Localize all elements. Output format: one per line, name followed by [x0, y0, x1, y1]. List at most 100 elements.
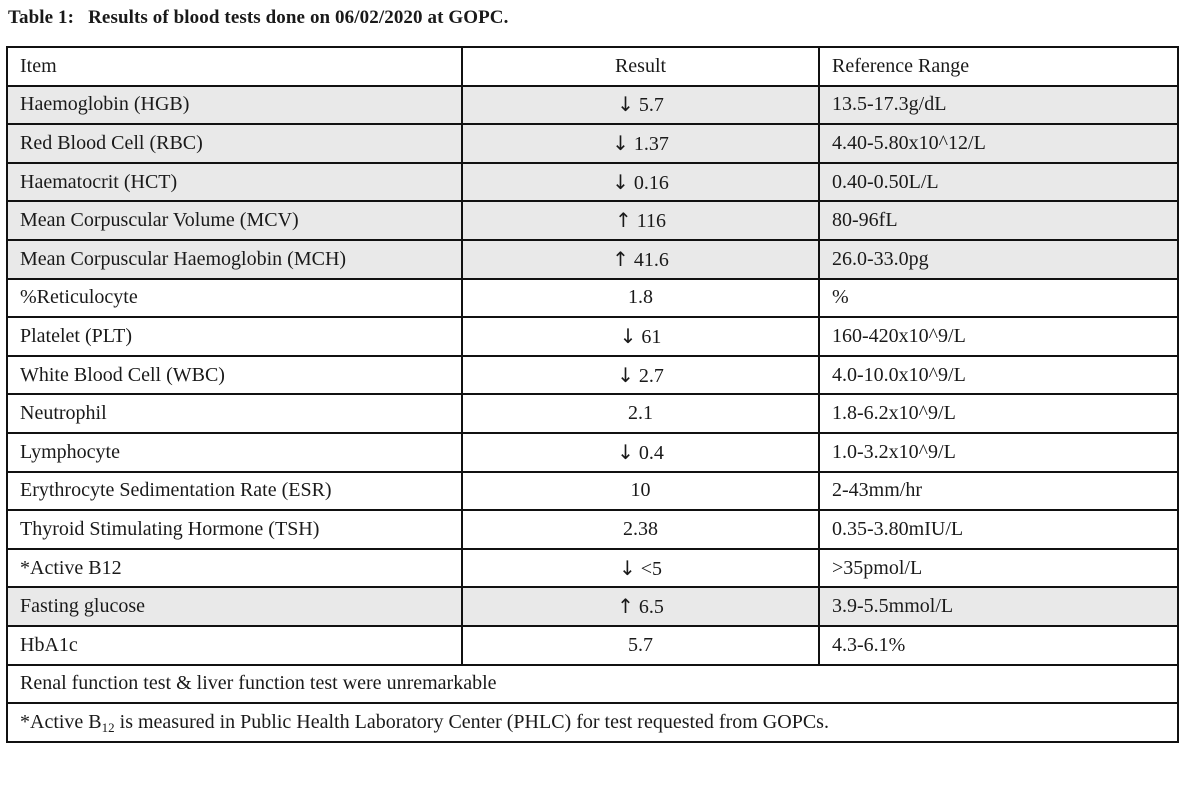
header-row: Item Result Reference Range	[6, 46, 1179, 87]
b12-note: *Active B12 is measured in Public Health…	[6, 702, 1179, 743]
arrow-down-icon: ↓	[617, 92, 634, 117]
item-cell: Haematocrit (HCT)	[6, 161, 463, 203]
result-value: 0.16	[633, 171, 669, 194]
table-row: Thyroid Stimulating Hormone (TSH) 2.38 0.3…	[6, 509, 1179, 550]
result-value: 10	[630, 479, 651, 502]
table-caption: Table 1: Results of blood tests done on 0…	[8, 7, 508, 29]
result-cell: ↓ 2.7	[461, 354, 820, 396]
result-value: 1.8	[628, 286, 653, 309]
table-row: Mean Corpuscular Haemoglobin (MCH) ↑ 41.6…	[6, 238, 1179, 280]
result-value: 116	[636, 210, 667, 233]
item-cell: Red Blood Cell (RBC)	[6, 123, 463, 164]
table-row: Erythrocyte Sedimentation Rate (ESR) 10 2-…	[6, 470, 1179, 512]
reference-range-cell: 13.5-17.3g/dL	[818, 84, 1179, 126]
reference-range-cell: >35pmol/L	[818, 547, 1179, 589]
result-cell: 10	[461, 470, 820, 512]
table-row: Lymphocyte ↓ 0.4 1.0-3.2x10^9/L	[6, 431, 1179, 473]
arrow-up-icon: ↑	[617, 594, 634, 619]
table-row: Mean Corpuscular Volume (MCV) ↑ 116 80-96f…	[6, 200, 1179, 241]
result-value: 2.38	[623, 517, 658, 540]
result-value: <5	[640, 557, 663, 580]
b12-note-prefix: *Active B	[20, 710, 102, 733]
caption-title: Results of blood tests done on 06/02/202…	[88, 7, 509, 28]
item-cell: *Active B12	[6, 547, 463, 589]
arrow-up-icon: ↑	[614, 208, 632, 233]
arrow-down-icon: ↓	[618, 555, 636, 580]
result-value: 0.4	[638, 441, 664, 464]
reference-range-cell: 4.40-5.80x10^12/L	[818, 123, 1179, 164]
arrow-down-icon: ↓	[619, 323, 637, 348]
result-value: 5.7	[628, 633, 653, 656]
renal-note: Renal function test & liver function tes…	[6, 663, 1179, 705]
result-cell: ↑ 6.5	[461, 586, 820, 627]
item-cell: Lymphocyte	[6, 431, 463, 473]
reference-range-cell: 26.0-33.0pg	[818, 238, 1179, 280]
table-row: Platelet (PLT) ↓ 61 160-420x10^9/L	[6, 316, 1179, 357]
reference-range-cell: 1.0-3.2x10^9/L	[818, 431, 1179, 473]
table-row: Red Blood Cell (RBC) ↓ 1.37 4.40-5.80x10^1…	[6, 123, 1179, 164]
reference-range-cell: 0.40-0.50L/L	[818, 161, 1179, 203]
item-cell: Thyroid Stimulating Hormone (TSH)	[6, 509, 463, 550]
result-value: 2.7	[638, 364, 664, 387]
reference-range-cell: %	[818, 277, 1179, 319]
b12-note-suffix: is measured in Public Health Laboratory …	[114, 710, 829, 733]
table-row: %Reticulocyte 1.8%	[6, 277, 1179, 319]
blood-test-table: Item Result Reference Range Haemoglobin …	[6, 46, 1179, 743]
reference-range-cell: 0.35-3.80mIU/L	[818, 509, 1179, 550]
reference-range-cell: 1.8-6.2x10^9/L	[818, 393, 1179, 434]
table-row: Haemoglobin (HGB) ↓ 5.7 13.5-17.3g/dL	[6, 84, 1179, 126]
arrow-up-icon: ↑	[612, 246, 629, 271]
table-row: White Blood Cell (WBC) ↓ 2.7 4.0-10.0x10^9…	[6, 354, 1179, 396]
note-row-b12: *Active B12 is measured in Public Health…	[6, 702, 1179, 743]
table-row: HbA1c 5.7 4.3-6.1%	[6, 624, 1179, 666]
result-cell: 5.7	[461, 624, 820, 666]
reference-range-cell: 160-420x10^9/L	[818, 316, 1179, 357]
result-cell: ↓ 0.16	[461, 161, 820, 203]
item-cell: Platelet (PLT)	[6, 316, 463, 357]
reference-range-cell: 3.9-5.5mmol/L	[818, 586, 1179, 627]
item-cell: Mean Corpuscular Haemoglobin (MCH)	[6, 238, 463, 280]
header-result: Result	[461, 46, 820, 87]
arrow-down-icon: ↓	[612, 169, 629, 194]
result-cell: ↓ 0.4	[461, 431, 820, 473]
item-cell: Haemoglobin (HGB)	[6, 84, 463, 126]
b12-note-subscript: 12	[101, 719, 115, 735]
result-cell: ↓ 5.7	[461, 84, 820, 126]
result-cell: ↓ 61	[461, 316, 820, 357]
arrow-down-icon: ↓	[612, 130, 629, 155]
item-cell: Erythrocyte Sedimentation Rate (ESR)	[6, 470, 463, 512]
header-range: Reference Range	[818, 46, 1179, 87]
reference-range-cell: 4.0-10.0x10^9/L	[818, 354, 1179, 396]
result-value: 61	[641, 325, 662, 348]
caption-label: Table 1:	[8, 7, 75, 28]
result-cell: ↓ 1.37	[461, 123, 820, 164]
table-row: *Active B12 ↓ <5 >35pmol/L	[6, 547, 1179, 589]
table-row: Fasting glucose ↑ 6.5 3.9-5.5mmol/L	[6, 586, 1179, 627]
item-cell: %Reticulocyte	[6, 277, 463, 319]
item-cell: White Blood Cell (WBC)	[6, 354, 463, 396]
result-cell: ↑ 41.6	[461, 238, 820, 280]
result-cell: 2.1	[461, 393, 820, 434]
reference-range-cell: 4.3-6.1%	[818, 624, 1179, 666]
result-cell: 2.38	[461, 509, 820, 550]
item-cell: HbA1c	[6, 624, 463, 666]
item-cell: Mean Corpuscular Volume (MCV)	[6, 200, 463, 241]
table-row: Haematocrit (HCT) ↓ 0.16 0.40-0.50L/L	[6, 161, 1179, 203]
reference-range-cell: 80-96fL	[818, 200, 1179, 241]
result-cell: ↓ <5	[461, 547, 820, 589]
result-value: 1.37	[633, 132, 669, 155]
item-cell: Neutrophil	[6, 393, 463, 434]
result-value: 5.7	[638, 94, 664, 117]
result-value: 2.1	[628, 402, 653, 425]
note-row-renal: Renal function test & liver function tes…	[6, 663, 1179, 705]
table-row: Neutrophil 2.1 1.8-6.2x10^9/L	[6, 393, 1179, 434]
result-value: 41.6	[633, 248, 669, 271]
header-item: Item	[6, 46, 463, 87]
reference-range-cell: 2-43mm/hr	[818, 470, 1179, 512]
result-cell: ↑ 116	[461, 200, 820, 241]
item-cell: Fasting glucose	[6, 586, 463, 627]
result-value: 6.5	[638, 596, 664, 619]
result-cell: 1.8	[461, 277, 820, 319]
arrow-down-icon: ↓	[617, 439, 634, 464]
arrow-down-icon: ↓	[617, 362, 634, 387]
